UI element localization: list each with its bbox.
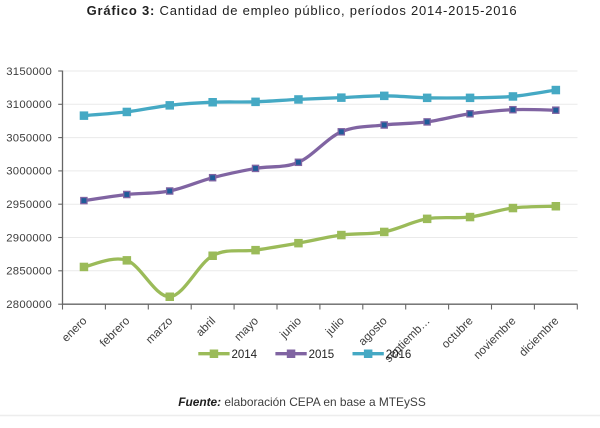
svg-text:agosto: agosto — [356, 314, 390, 348]
svg-text:mayo: mayo — [232, 314, 261, 343]
svg-text:2850000: 2850000 — [6, 266, 52, 278]
svg-text:2950000: 2950000 — [6, 199, 52, 211]
svg-text:marzo: marzo — [143, 314, 175, 346]
svg-text:3100000: 3100000 — [6, 99, 52, 111]
svg-text:2014: 2014 — [232, 349, 258, 361]
svg-text:junio: junio — [277, 314, 304, 341]
svg-text:3050000: 3050000 — [6, 132, 52, 144]
svg-text:2015: 2015 — [309, 349, 335, 361]
svg-text:2800000: 2800000 — [6, 299, 52, 311]
svg-text:Gráfico 3: Cantidad de empleo: Gráfico 3: Cantidad de empleo público, p… — [87, 3, 518, 18]
svg-text:enero: enero — [59, 314, 89, 344]
svg-text:2016: 2016 — [386, 349, 412, 361]
svg-text:Fuente: elaboración CEPA en ba: Fuente: elaboración CEPA en base a MTEyS… — [178, 395, 426, 409]
svg-text:noviembre: noviembre — [471, 314, 518, 361]
svg-text:febrero: febrero — [97, 314, 132, 349]
svg-text:3150000: 3150000 — [6, 66, 52, 78]
svg-text:2900000: 2900000 — [6, 232, 52, 244]
svg-text:julio: julio — [322, 314, 346, 338]
svg-text:abril: abril — [194, 314, 219, 339]
svg-text:3000000: 3000000 — [6, 166, 52, 178]
svg-text:octubre: octubre — [439, 314, 476, 351]
svg-text:diciembre: diciembre — [517, 314, 562, 359]
